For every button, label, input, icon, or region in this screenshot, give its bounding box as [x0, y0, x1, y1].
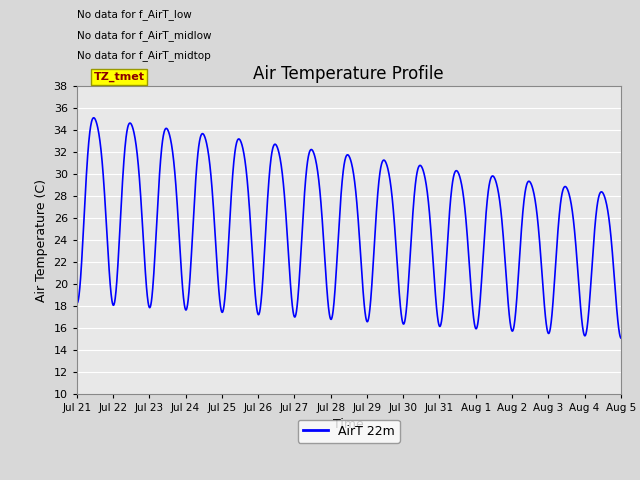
Text: No data for f_AirT_midlow: No data for f_AirT_midlow: [77, 30, 211, 41]
Text: No data for f_AirT_midtop: No data for f_AirT_midtop: [77, 50, 211, 61]
Legend: AirT 22m: AirT 22m: [298, 420, 399, 443]
Y-axis label: Air Temperature (C): Air Temperature (C): [35, 179, 48, 301]
X-axis label: Time: Time: [333, 418, 364, 431]
Title: Air Temperature Profile: Air Temperature Profile: [253, 65, 444, 84]
Text: TZ_tmet: TZ_tmet: [93, 72, 145, 82]
Text: No data for f_AirT_low: No data for f_AirT_low: [77, 9, 191, 20]
